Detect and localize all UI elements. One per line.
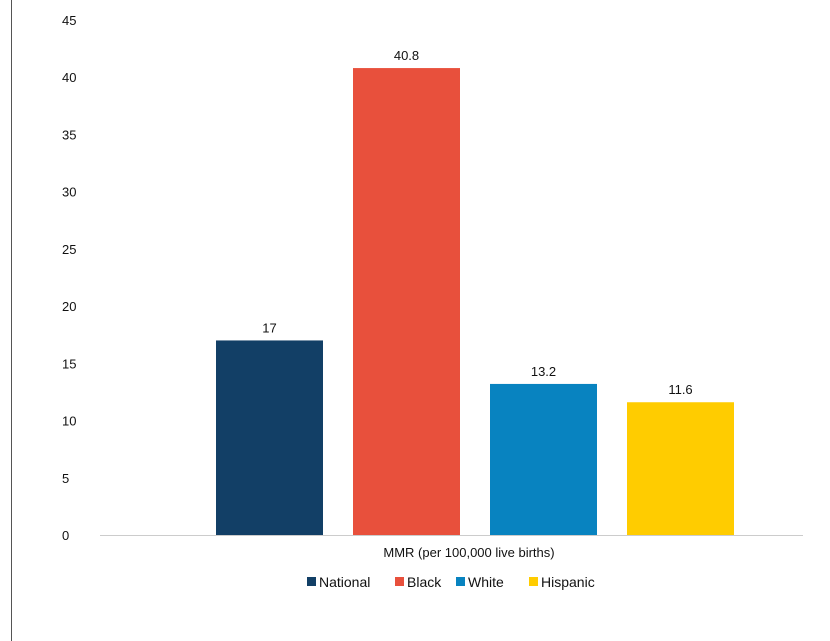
data-label-national: 17: [262, 320, 276, 335]
data-label-white: 13.2: [531, 364, 556, 379]
left-border-line: [11, 0, 12, 641]
data-label-hispanic: 11.6: [668, 382, 692, 397]
legend-swatch-black: [395, 577, 404, 586]
y-tick-label: 45: [62, 13, 76, 28]
data-label-black: 40.8: [394, 48, 419, 63]
legend-label-national: National: [319, 574, 370, 590]
y-tick-label: 30: [62, 185, 76, 200]
y-tick-label: 15: [62, 356, 76, 371]
bar-hispanic: [627, 402, 734, 535]
y-tick-label: 20: [62, 299, 76, 314]
legend-label-black: Black: [407, 574, 442, 590]
legend-label-hispanic: Hispanic: [541, 574, 595, 590]
legend: National Black White Hispanic: [307, 574, 595, 590]
bars: [216, 68, 734, 536]
bar-black: [353, 68, 460, 536]
y-tick-label: 35: [62, 127, 76, 142]
legend-swatch-white: [456, 577, 465, 586]
legend-swatch-national: [307, 577, 316, 586]
y-tick-label: 25: [62, 242, 76, 257]
x-axis-category-label: MMR (per 100,000 live births): [383, 545, 554, 560]
legend-swatch-hispanic: [529, 577, 538, 586]
y-tick-label: 0: [62, 528, 69, 543]
y-tick-label: 5: [62, 471, 69, 486]
bar-national: [216, 340, 323, 535]
y-tick-label: 40: [62, 70, 76, 85]
y-axis: 0 5 10 15 20 25 30 35 40 45: [62, 13, 76, 543]
legend-label-white: White: [468, 574, 504, 590]
bar-white: [490, 383, 597, 535]
data-labels: 17 40.8 13.2 11.6: [262, 48, 692, 397]
y-tick-label: 10: [62, 414, 76, 429]
